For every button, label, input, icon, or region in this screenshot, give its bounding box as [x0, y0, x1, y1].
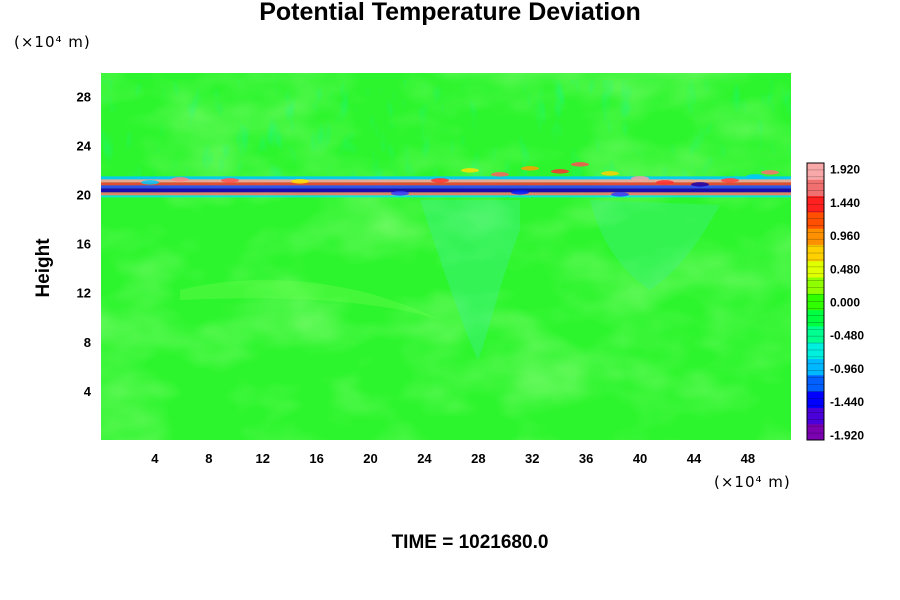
- layer-perturbation: [721, 178, 739, 183]
- layer-band: [101, 182, 791, 186]
- colorbar-tick-label: 1.440: [830, 196, 860, 210]
- colorbar-swatch: [807, 228, 824, 245]
- layer-perturbation: [571, 162, 589, 167]
- layer-band: [101, 185, 791, 189]
- layer-perturbation: [291, 179, 309, 184]
- layer-perturbation: [746, 174, 764, 179]
- layer-perturbation: [391, 191, 409, 196]
- y-unit-label: (×10⁴ m): [14, 33, 91, 51]
- plot-area: [101, 73, 791, 440]
- layer-band: [101, 176, 791, 180]
- layer-band: [101, 188, 791, 193]
- colorbar-swatch: [807, 211, 824, 229]
- colorbar-swatch: [807, 391, 824, 408]
- plume-feature: [180, 280, 440, 320]
- y-tick-label: 24: [77, 138, 92, 153]
- x-tick-label: 20: [363, 451, 377, 466]
- y-tick-label: 16: [77, 237, 91, 252]
- colorbar-swatch: [807, 163, 824, 180]
- layer-perturbation: [761, 170, 779, 175]
- x-tick-label: 44: [687, 451, 702, 466]
- colorbar-labels: 1.920 1.440 0.960 0.480 0.000 -0.480 -0.960 -1.…: [830, 163, 864, 443]
- layer-perturbation: [141, 180, 159, 185]
- y-tick-label: 28: [77, 89, 91, 104]
- x-tick-label: 12: [255, 451, 269, 466]
- chart-title: Potential Temperature Deviation: [259, 0, 641, 26]
- colorbar-swatch: [807, 325, 824, 343]
- colorbar-swatch: [807, 358, 824, 376]
- colorbar: [806, 162, 825, 441]
- layer-perturbation: [171, 177, 189, 182]
- layer-perturbation: [631, 176, 649, 181]
- layer-perturbation: [221, 178, 239, 183]
- colorbar-tick-label: 0.000: [830, 296, 860, 310]
- colorbar-tick-label: -1.440: [830, 395, 864, 409]
- colorbar-tick-label: -0.480: [830, 329, 864, 343]
- colorbar-tick-label: 1.920: [830, 163, 860, 177]
- colorbar-swatch: [807, 423, 824, 441]
- layer-perturbation: [601, 171, 619, 176]
- layer-perturbation: [461, 168, 479, 173]
- layer-perturbation: [551, 169, 569, 174]
- layer-band: [101, 192, 791, 196]
- x-tick-label: 4: [151, 451, 159, 466]
- colorbar-swatch: [807, 195, 824, 213]
- x-tick-label: 32: [525, 451, 539, 466]
- colorbar-tick-label: 0.960: [830, 229, 860, 243]
- y-tick-label: 20: [77, 188, 91, 203]
- layer-perturbation: [656, 180, 674, 185]
- colorbar-tick-label: 0.480: [830, 262, 860, 276]
- x-tick-label: 40: [633, 451, 647, 466]
- x-tick-label: 28: [471, 451, 485, 466]
- colorbar-swatch: [807, 309, 824, 327]
- layer-perturbation: [491, 172, 509, 177]
- colorbar-frame: [806, 162, 825, 441]
- x-unit-label: (×10⁴ m): [714, 473, 791, 491]
- y-axis: 4 8 12 16 20 24 28: [77, 89, 92, 399]
- y-tick-label: 8: [84, 335, 91, 350]
- colorbar-swatch: [807, 277, 824, 294]
- colorbar-swatch: [807, 293, 824, 311]
- x-tick-label: 24: [417, 451, 432, 466]
- plume-feature: [590, 200, 720, 290]
- layer-perturbation: [431, 178, 449, 183]
- x-tick-label: 8: [205, 451, 212, 466]
- layer-perturbation: [511, 190, 529, 195]
- colorbar-swatch: [807, 407, 824, 425]
- colorbar-swatch: [807, 374, 824, 392]
- y-tick-label: 4: [84, 384, 92, 399]
- plume-feature: [420, 200, 520, 360]
- colorbar-swatch: [807, 342, 824, 360]
- layer-perturbation: [521, 166, 539, 171]
- layer-perturbation: [611, 192, 629, 197]
- layer-band: [101, 195, 791, 198]
- time-label: TIME = 1021680.0: [391, 532, 549, 553]
- colorbar-swatch: [807, 260, 824, 278]
- upper-ripples: [101, 80, 791, 190]
- layer-perturbation: [691, 182, 709, 187]
- x-axis: 4 8 12 16 20 24 28 32 36 40 44 48: [151, 451, 755, 466]
- y-tick-label: 12: [77, 286, 91, 301]
- colorbar-tick-label: -1.920: [830, 428, 864, 442]
- perturbation-layer: [101, 162, 791, 198]
- colorbar-tick-label: -0.960: [830, 362, 864, 376]
- x-tick-label: 48: [741, 451, 755, 466]
- colorbar-swatch: [807, 179, 824, 197]
- x-tick-label: 16: [309, 451, 323, 466]
- x-tick-label: 36: [579, 451, 593, 466]
